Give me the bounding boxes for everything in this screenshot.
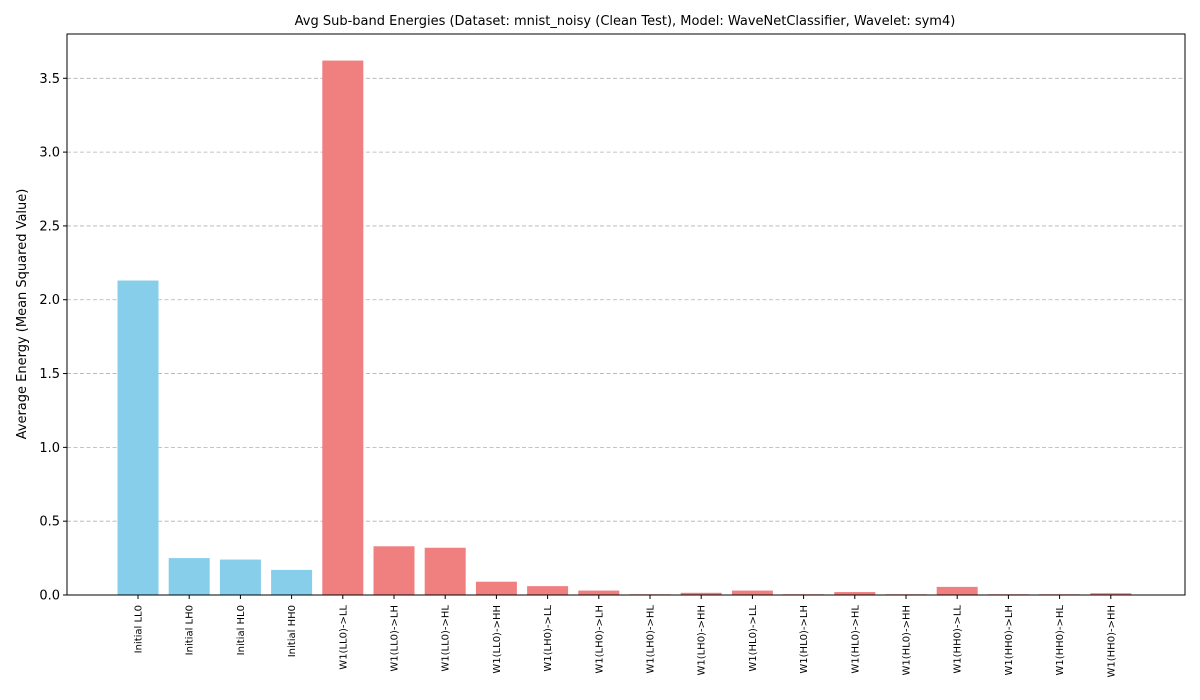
x-tick-label: Initial LL0	[134, 605, 145, 653]
bar	[578, 590, 620, 595]
x-tick-label: Initial LH0	[185, 605, 196, 655]
bar	[475, 581, 517, 595]
x-tick-label: W1(HL0)->LH	[799, 605, 810, 674]
bar	[117, 280, 159, 595]
bar	[168, 558, 210, 595]
x-tick-label: W1(HH0)->HH	[1106, 605, 1117, 677]
bar	[680, 592, 722, 595]
x-tick-label: W1(LH0)->LH	[594, 605, 605, 674]
bar	[424, 547, 466, 595]
y-tick-label: 0.0	[39, 589, 60, 604]
bar-layer	[117, 60, 1132, 596]
x-tick-label: W1(LH0)->LL	[543, 605, 554, 672]
y-tick-label: 3.0	[39, 146, 60, 161]
x-tick-label: W1(HH0)->LL	[953, 605, 964, 674]
bar	[322, 60, 364, 596]
x-tick-label: W1(HL0)->HL	[850, 605, 861, 674]
x-tick-label: W1(LH0)->HL	[646, 605, 657, 674]
bar	[271, 569, 313, 595]
x-tick-label: W1(LL0)->HH	[492, 605, 503, 674]
x-tick-label: Initial HH0	[287, 605, 298, 657]
bar	[731, 590, 773, 595]
y-tick-label: 1.5	[39, 367, 60, 382]
y-tick-label: 3.5	[39, 72, 60, 87]
x-tick-label: W1(LL0)->LL	[338, 605, 349, 670]
grid-layer	[67, 77, 1185, 522]
x-tick-label: W1(LL0)->LH	[390, 605, 401, 672]
bar	[527, 586, 569, 595]
x-tick-label: W1(HL0)->HH	[902, 605, 913, 676]
bar	[373, 546, 415, 595]
axis-layer: 0.0 0.5 1.0 1.5 2.0 2.5 3.0 3.5 Initial LL0 Initi…	[39, 33, 1186, 677]
bar	[1090, 593, 1132, 595]
x-tick-label: Initial HL0	[236, 605, 247, 655]
y-tick-label: 1.0	[39, 441, 60, 456]
bar	[219, 559, 261, 595]
bar	[936, 586, 978, 595]
y-axis-label: Average Energy (Mean Squared Value)	[15, 189, 30, 440]
y-tick-label: 2.5	[39, 219, 60, 234]
x-tick-label: W1(HH0)->HL	[1055, 605, 1066, 676]
x-tick-label: W1(LH0)->HH	[697, 605, 708, 676]
plot-frame	[66, 33, 1186, 596]
bar	[834, 592, 876, 595]
x-tick-label: W1(LL0)->HL	[441, 605, 452, 672]
y-tick-label: 0.5	[39, 515, 60, 530]
x-tick-label: W1(HH0)->LH	[1004, 605, 1015, 676]
x-tick-label: W1(HL0)->LL	[748, 605, 759, 672]
chart-title: Avg Sub-band Energies (Dataset: mnist_no…	[295, 14, 956, 29]
y-tick-label: 2.0	[39, 293, 60, 308]
